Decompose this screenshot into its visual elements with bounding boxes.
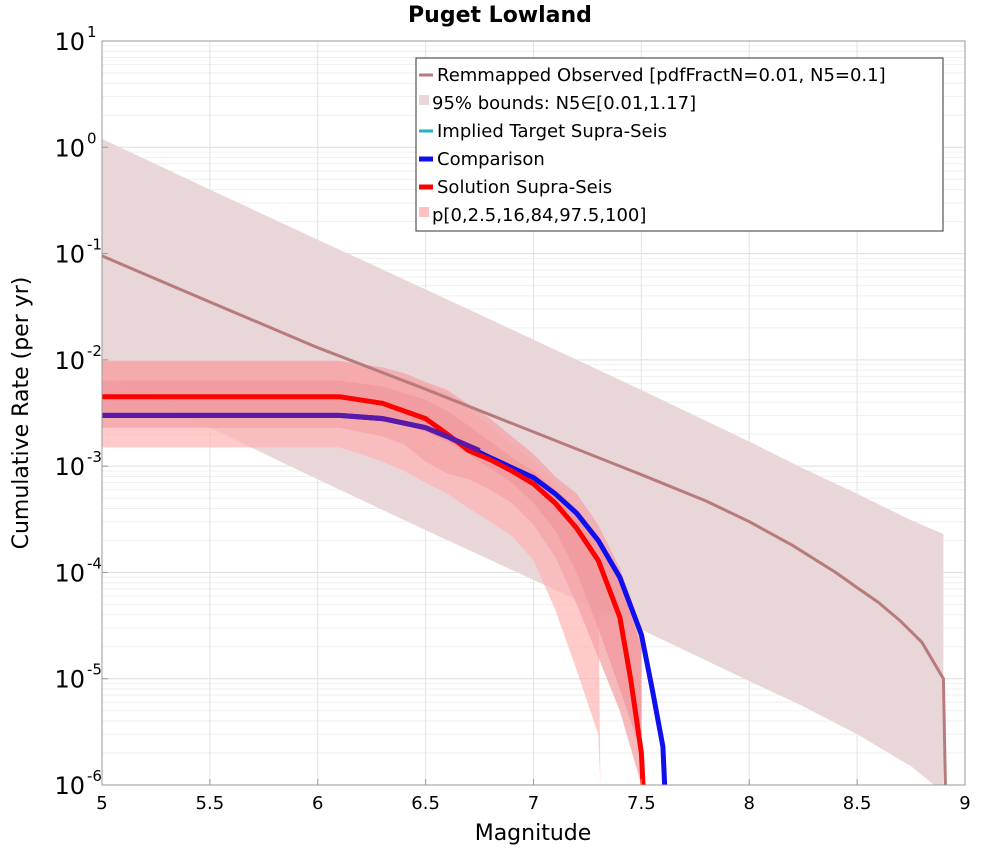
- y-tick-base: 10: [54, 28, 85, 56]
- y-tick-exponent: -4: [87, 554, 102, 572]
- legend: Remmapped Observed [pdfFractN=0.01, N5=0…: [415, 57, 944, 232]
- legend-swatch-percentiles: [419, 207, 429, 217]
- y-tick-exponent: 0: [87, 129, 97, 147]
- series-comparison-overlap: [102, 412, 481, 453]
- x-tick-label: 6: [312, 793, 323, 814]
- legend-label-remapped-observed: Remmapped Observed [pdfFractN=0.01, N5=0…: [437, 65, 886, 86]
- y-tick-base: 10: [54, 241, 85, 269]
- legend-label-percentiles: p[0,2.5,16,84,97.5,100]: [432, 205, 646, 226]
- y-tick-exponent: -2: [87, 342, 102, 360]
- y-tick-label: 10 -5: [54, 661, 102, 694]
- y-tick-label: 10 -1: [54, 236, 102, 269]
- x-tick-label: 7: [528, 793, 539, 814]
- y-tick-label: 10 -3: [54, 448, 102, 481]
- y-tick-exponent: -3: [87, 448, 102, 466]
- legend-label-implied-target: Implied Target Supra-Seis: [437, 121, 667, 142]
- y-tick-label: 10 -4: [54, 554, 102, 587]
- x-axis-label: Magnitude: [475, 821, 592, 846]
- legend-label-95-bounds: 95% bounds: N5∈[0.01,1.17]: [432, 93, 696, 114]
- y-tick-base: 10: [54, 559, 85, 587]
- y-tick-exponent: -1: [87, 236, 102, 254]
- y-tick-label: 10 0: [54, 129, 96, 162]
- y-tick-label: 10 1: [54, 23, 96, 56]
- series-remapped-observed: [102, 254, 947, 785]
- legend-item-95-bounds: 95% bounds: N5∈[0.01,1.17]: [419, 93, 696, 114]
- y-tick-base: 10: [54, 772, 85, 800]
- band-3: [102, 380, 642, 753]
- x-tick-label: 7.5: [627, 793, 656, 814]
- x-axis-ticks: 5 5.5 6 6.5 7 7.5 8 8.5 9: [96, 779, 971, 814]
- chart-title: Puget Lowland: [408, 3, 592, 28]
- legend-item-remapped-observed: Remmapped Observed [pdfFractN=0.01, N5=0…: [419, 65, 886, 86]
- y-axis-label: Cumulative Rate (per yr): [9, 277, 34, 550]
- legend-swatch-95-bounds: [419, 95, 429, 105]
- x-tick-label: 5: [96, 793, 107, 814]
- y-tick-base: 10: [54, 134, 85, 162]
- legend-item-solution: Solution Supra-Seis: [419, 177, 612, 198]
- y-tick-base: 10: [54, 347, 85, 375]
- x-tick-label: 8.5: [843, 793, 872, 814]
- y-tick-exponent: 1: [87, 23, 97, 41]
- x-tick-label: 9: [959, 793, 970, 814]
- legend-item-comparison: Comparison: [419, 149, 545, 170]
- y-tick-exponent: -6: [87, 767, 102, 785]
- legend-item-implied-target: Implied Target Supra-Seis: [419, 121, 667, 142]
- y-tick-label: 10 -2: [54, 342, 102, 375]
- y-tick-label: 10 -6: [54, 767, 102, 800]
- legend-label-comparison: Comparison: [437, 149, 545, 170]
- x-tick-label: 5.5: [196, 793, 225, 814]
- legend-box: [415, 57, 944, 232]
- legend-label-solution: Solution Supra-Seis: [437, 177, 612, 198]
- y-tick-base: 10: [54, 453, 85, 481]
- y-tick-base: 10: [54, 666, 85, 694]
- legend-item-percentiles: p[0,2.5,16,84,97.5,100]: [419, 205, 646, 226]
- y-tick-exponent: -5: [87, 661, 102, 679]
- series-lines: [102, 254, 947, 785]
- x-tick-label: 6.5: [411, 793, 440, 814]
- series-solution-supra-seis: [102, 394, 646, 785]
- x-tick-label: 8: [744, 793, 755, 814]
